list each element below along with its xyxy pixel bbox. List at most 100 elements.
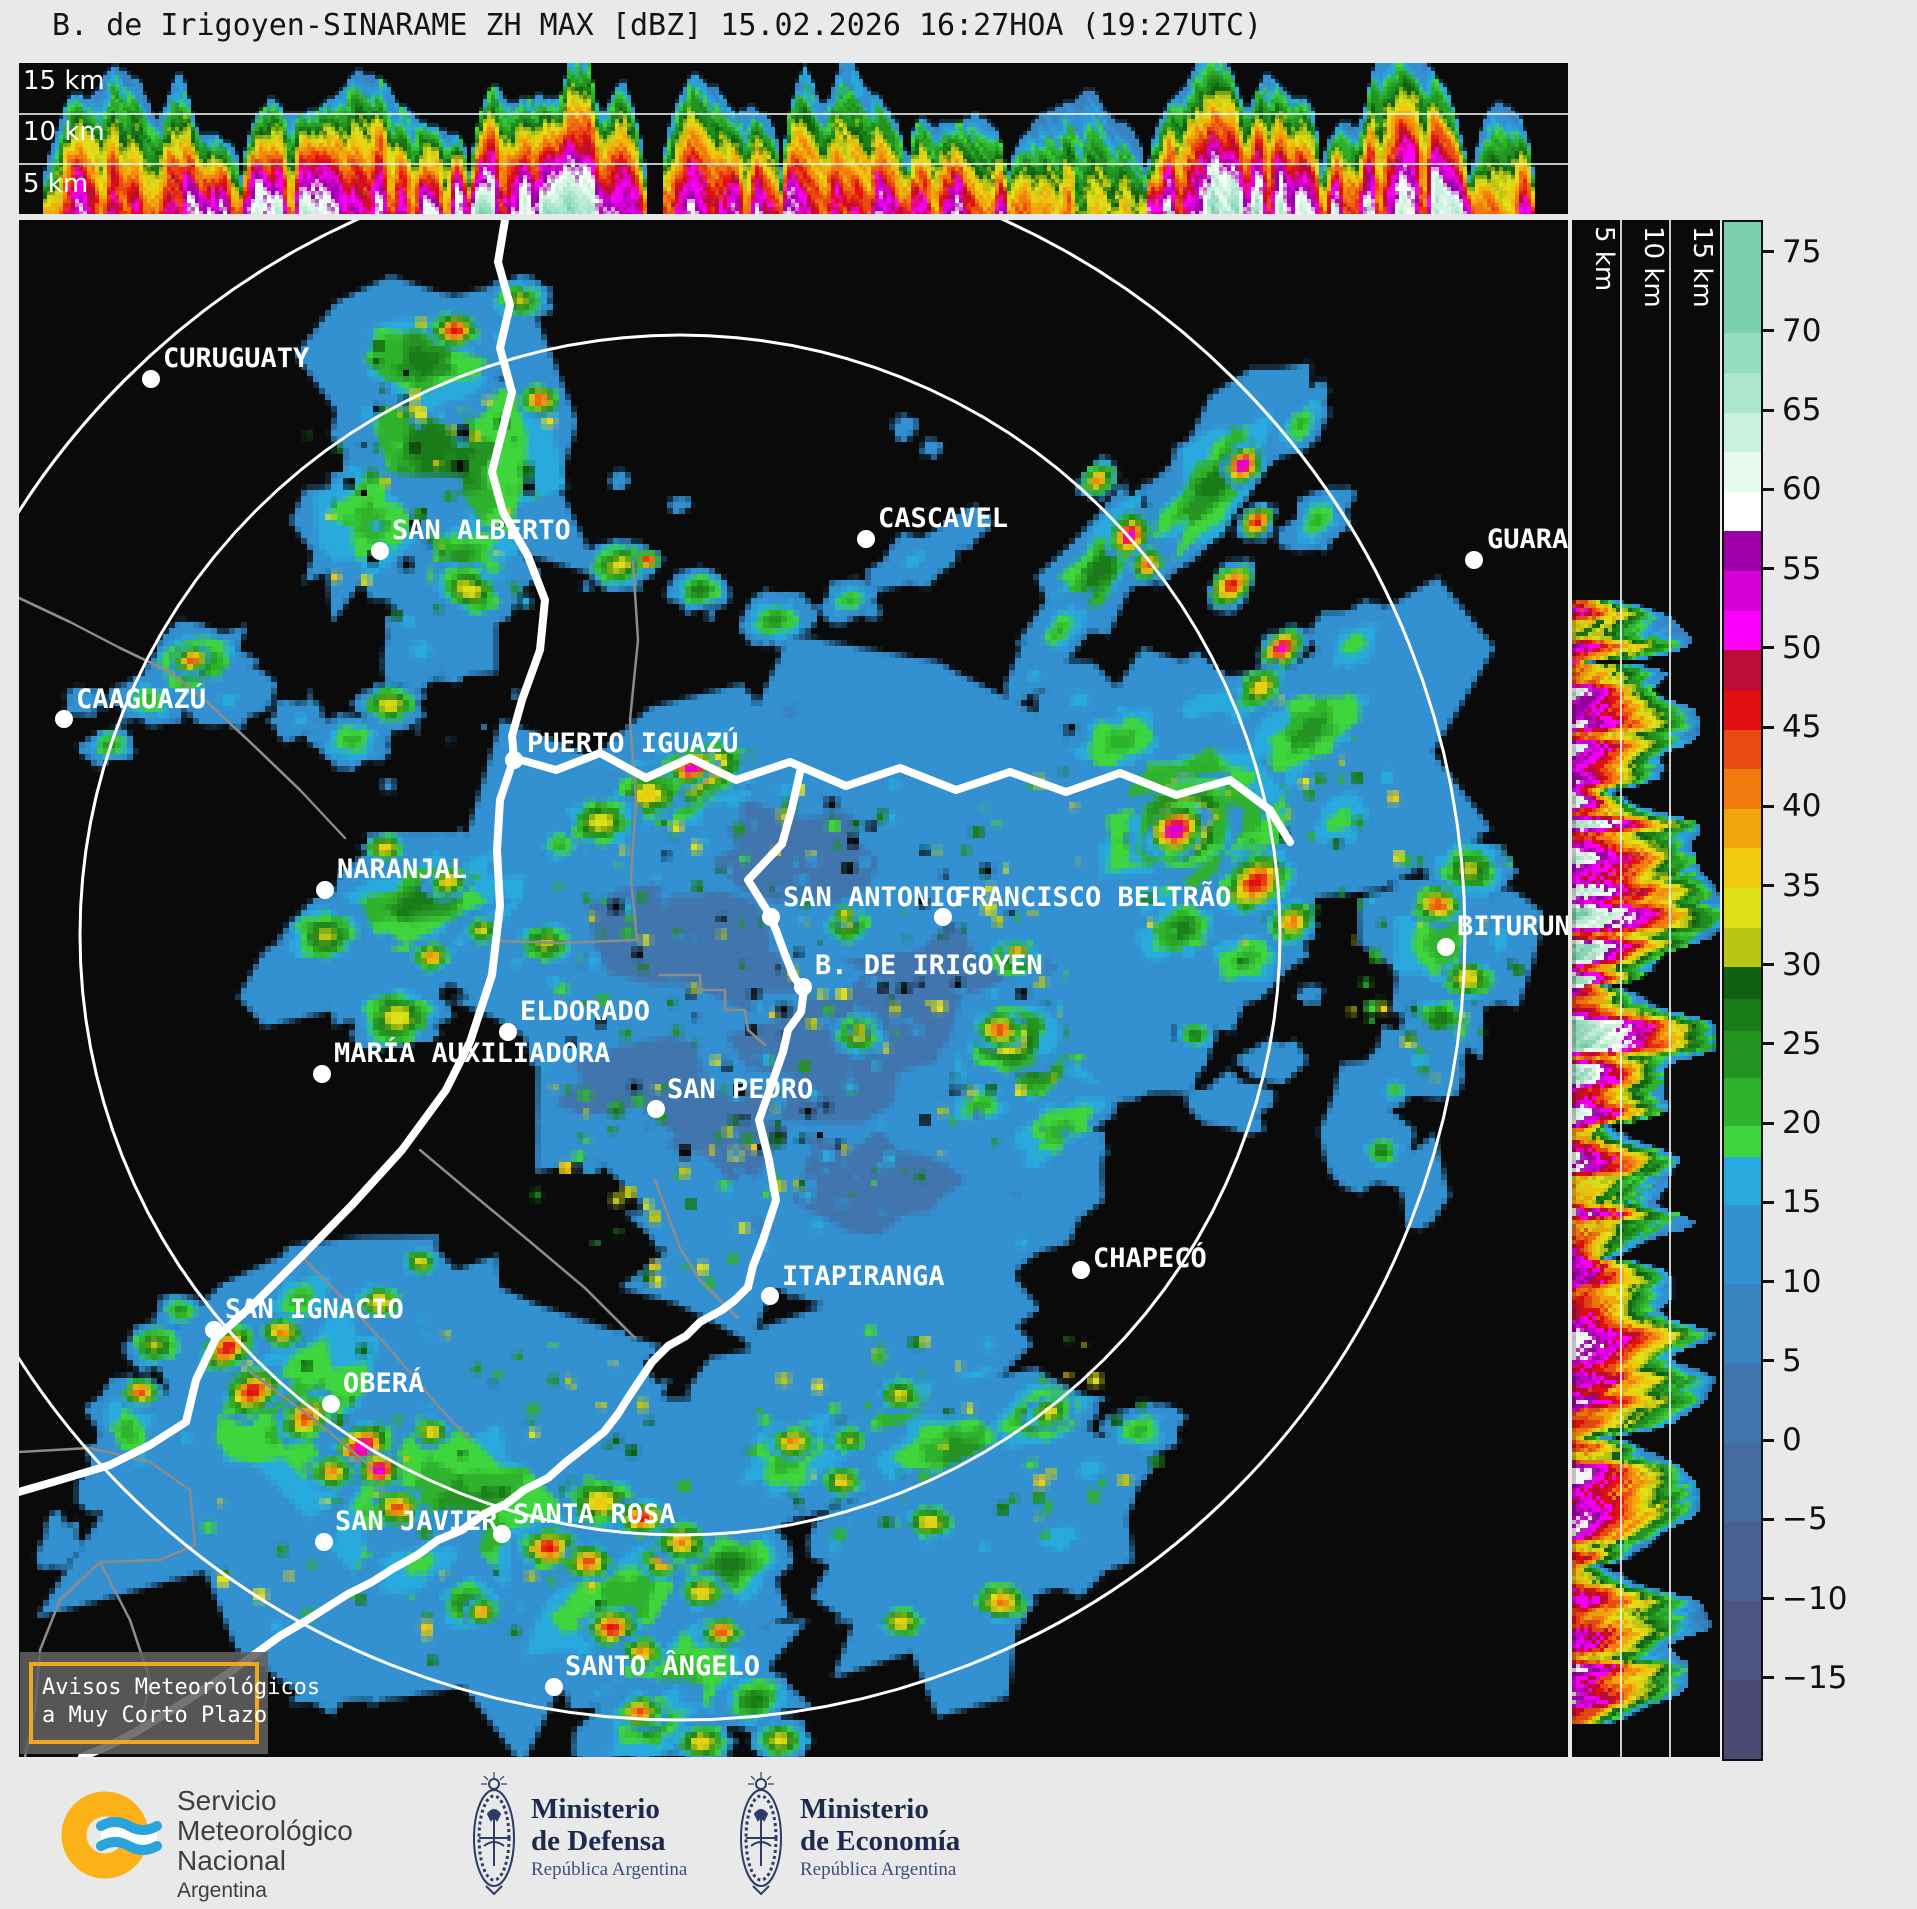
colorbar-segment [1724,1204,1761,1285]
colorbar-segment [1724,412,1761,453]
colorbar-tick-label: −5 [1782,1501,1828,1538]
coat-of-arms-economia-icon [740,1772,782,1896]
colorbar-tick-label: −10 [1782,1580,1848,1617]
colorbar-tick-label: 40 [1782,788,1822,825]
warning-line-2: a Muy Corto Plazo [42,1703,268,1728]
right-axis-10km-label: 10 km [1638,226,1668,308]
colorbar [1722,220,1763,1761]
warning-box-border: Avisos Meteorológicos a Muy Corto Plazo [29,1662,320,1744]
colorbar-segment [1724,1283,1761,1364]
colorbar-tick-mark [1761,1676,1774,1680]
colorbar-segment [1724,966,1761,999]
min1-sub: República Argentina [531,1859,688,1880]
colorbar-tick-mark [1761,408,1774,412]
warning-box: Avisos Meteorológicos a Muy Corto Plazo [20,1652,320,1754]
colorbar-segment [1724,530,1761,572]
top-cross-section-canvas [19,63,1568,214]
colorbar-segment [1724,1362,1761,1443]
smn-text-block: Servicio Meteorológico Nacional Argentin… [177,1786,353,1904]
colorbar-tick-mark [1761,1200,1774,1204]
colorbar-tick-mark [1761,487,1774,491]
radar-map-canvas [19,220,1568,1757]
colorbar-segment [1724,332,1761,374]
colorbar-tick-mark [1761,646,1774,650]
city-dot [1437,938,1455,956]
city-label: ELDORADO [520,996,651,1027]
city-label: MARÍA AUXILIADORA [334,1038,611,1069]
colorbar-tick-mark [1761,1517,1774,1521]
colorbar-segment [1724,887,1761,928]
city-dot [499,1023,517,1041]
colorbar-segment [1724,222,1761,334]
min1-line2: de Defensa [531,1825,666,1857]
city-label: CURUGUATY [163,343,310,374]
colorbar-tick-mark [1761,329,1774,333]
city-dot [794,978,812,996]
city-dot [493,1525,511,1543]
colorbar-segment [1724,649,1761,690]
colorbar-tick-label: 15 [1782,1184,1822,1221]
city-label: SANTA ROSA [513,1499,676,1530]
city-dot [1465,551,1483,569]
colorbar-tick-label: 5 [1782,1342,1802,1379]
colorbar-tick-label: 30 [1782,946,1822,983]
city-dot [505,751,523,769]
colorbar-tick-label: 35 [1782,867,1822,904]
city-label: SAN IGNACIO [225,1294,404,1325]
city-layer: CURUGUATY SAN ALBERTO CASCAVEL CAAGUAZÚ PUER… [19,220,1568,1757]
city-label: CAAGUAZÚ [76,684,207,715]
colorbar-segment [1724,729,1761,770]
colorbar-tick-label: 0 [1782,1422,1802,1459]
city-label: SAN PEDRO [667,1074,814,1105]
city-dot [545,1678,563,1696]
colorbar-tick-label: 65 [1782,392,1822,429]
colorbar-tick-label: 25 [1782,1025,1822,1062]
city-label: BITURUNA [1457,911,1568,942]
min1-line1: Ministerio [531,1793,660,1825]
colorbar-segment [1724,847,1761,888]
colorbar-segment [1724,1030,1761,1079]
colorbar-tick-label: 55 [1782,550,1822,587]
colorbar-segment [1724,610,1761,651]
colorbar-segment [1724,1600,1761,1681]
top-axis-10km-label: 10 km [23,117,105,147]
colorbar-tick-mark [1761,1280,1774,1284]
city-dot [857,530,875,548]
city-label: FRANCISCO BELTRÃO [955,882,1232,913]
right-cross-section-canvas [1572,220,1720,1757]
city-label: SAN ALBERTO [392,515,571,546]
city-label: OBERÁ [343,1368,425,1399]
colorbar-tick-mark [1761,1438,1774,1442]
city-label: SAN JAVIER [335,1506,498,1537]
warning-line-1: Avisos Meteorológicos [42,1675,321,1700]
city-dot [371,542,389,560]
colorbar-tick-mark [1761,804,1774,808]
colorbar-segment [1724,1679,1761,1760]
colorbar-tick-mark [1761,1359,1774,1363]
city-label: SANTO ÂNGELO [565,1651,761,1682]
city-label: PUERTO IGUAZÚ [527,728,739,759]
colorbar-segment [1724,1156,1761,1205]
smn-line-3: Nacional [177,1845,286,1876]
colorbar-segment [1724,927,1761,968]
colorbar-tick-mark [1761,884,1774,887]
city-dot [1072,1261,1090,1279]
colorbar-segment [1724,570,1761,611]
right-axis-15km-label: 15 km [1687,226,1717,308]
colorbar-segment [1724,451,1761,492]
colorbar-tick-mark [1761,250,1774,254]
colorbar-segment [1724,808,1761,849]
colorbar-tick-label: 75 [1782,233,1822,270]
city-dot [205,1321,223,1339]
colorbar-tick-label: 20 [1782,1105,1822,1142]
colorbar-segment [1724,372,1761,413]
city-dot [762,908,780,926]
colorbar-tick-mark [1761,1121,1774,1125]
min2-line1: Ministerio [800,1793,929,1825]
city-dot [315,1533,333,1551]
city-dot [934,908,952,926]
city-label: CASCAVEL [878,503,1009,534]
city-dot [55,710,73,728]
top-axis-5km-label: 5 km [23,169,89,199]
